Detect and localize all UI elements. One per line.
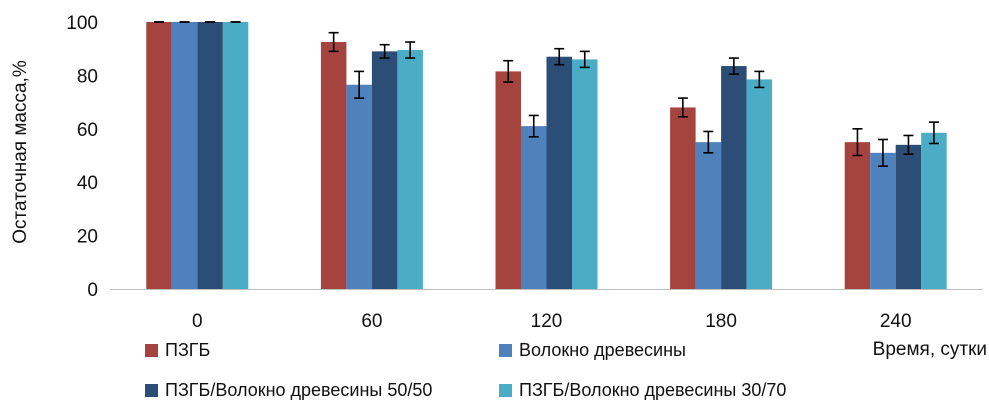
error-bars-group: [154, 21, 939, 167]
legend-label: ПЗГБ: [165, 340, 210, 360]
error-bar: [328, 31, 339, 53]
x-axis-ticks: 0 60 120 180 240: [192, 311, 912, 332]
x-tick-label: 180: [705, 311, 737, 332]
y-tick-label: 60: [77, 120, 98, 141]
error-bar: [677, 97, 688, 118]
bar: [670, 107, 696, 289]
x-axis-title: Время, сутки: [873, 339, 987, 360]
error-bar: [928, 121, 939, 145]
bar: [397, 50, 423, 289]
error-bar: [903, 134, 914, 155]
legend-item: ПЗГБ/Волокно древесины 30/70: [499, 380, 786, 400]
bar: [222, 22, 249, 289]
legend-swatch: [145, 384, 158, 397]
legend-label: Волокно древесины: [519, 340, 686, 360]
y-tick-label: 100: [66, 13, 98, 34]
error-bar: [503, 59, 514, 83]
legend-item: ПЗГБ: [145, 340, 210, 360]
x-tick-label: 0: [192, 311, 203, 332]
bar: [146, 22, 172, 289]
bar: [895, 144, 922, 289]
bar: [346, 84, 372, 290]
bar: [870, 152, 896, 289]
legend-label: ПЗГБ/Волокно древесины 50/50: [165, 380, 432, 400]
y-axis-title: Остаточная масса,%: [10, 60, 31, 244]
error-bar: [852, 128, 863, 157]
bar: [171, 22, 198, 289]
legend-swatch: [499, 384, 512, 397]
error-bar: [728, 57, 739, 75]
x-tick-label: 120: [531, 311, 563, 332]
y-tick-label: 40: [77, 173, 98, 194]
y-tick-label: 80: [77, 66, 98, 87]
y-tick-label: 20: [77, 227, 98, 248]
bar: [572, 59, 598, 289]
bar: [844, 142, 871, 289]
error-bar: [703, 130, 714, 154]
bar: [921, 132, 947, 289]
error-bar: [528, 114, 539, 138]
y-axis-ticks: 0 20 40 60 80 100: [66, 13, 98, 301]
x-tick-label: 60: [361, 311, 382, 332]
bar: [746, 79, 773, 289]
bar: [546, 56, 572, 290]
error-bar: [877, 138, 888, 167]
error-bar: [405, 41, 416, 59]
error-bar: [754, 70, 765, 89]
bar: [197, 22, 223, 289]
bar: [721, 66, 747, 290]
bar: [320, 42, 347, 290]
x-tick-label: 240: [880, 311, 912, 332]
bar: [495, 71, 521, 290]
legend-item: Волокно древесины: [499, 340, 686, 360]
bar: [521, 126, 547, 289]
bars-group: [146, 22, 947, 290]
error-bar: [579, 50, 590, 69]
bar: [371, 51, 398, 290]
error-bar: [354, 70, 365, 99]
legend-item: ПЗГБ/Волокно древесины 50/50: [145, 380, 432, 400]
y-tick-label: 0: [87, 280, 98, 301]
legend-swatch: [499, 344, 512, 357]
legend-swatch: [145, 344, 158, 357]
legend: ПЗГБ Волокно древесины ПЗГБ/Волокно древес…: [145, 340, 786, 400]
legend-label: ПЗГБ/Волокно древесины 30/70: [519, 380, 786, 400]
bar: [695, 142, 722, 289]
error-bar: [379, 43, 390, 59]
error-bar: [554, 47, 565, 66]
